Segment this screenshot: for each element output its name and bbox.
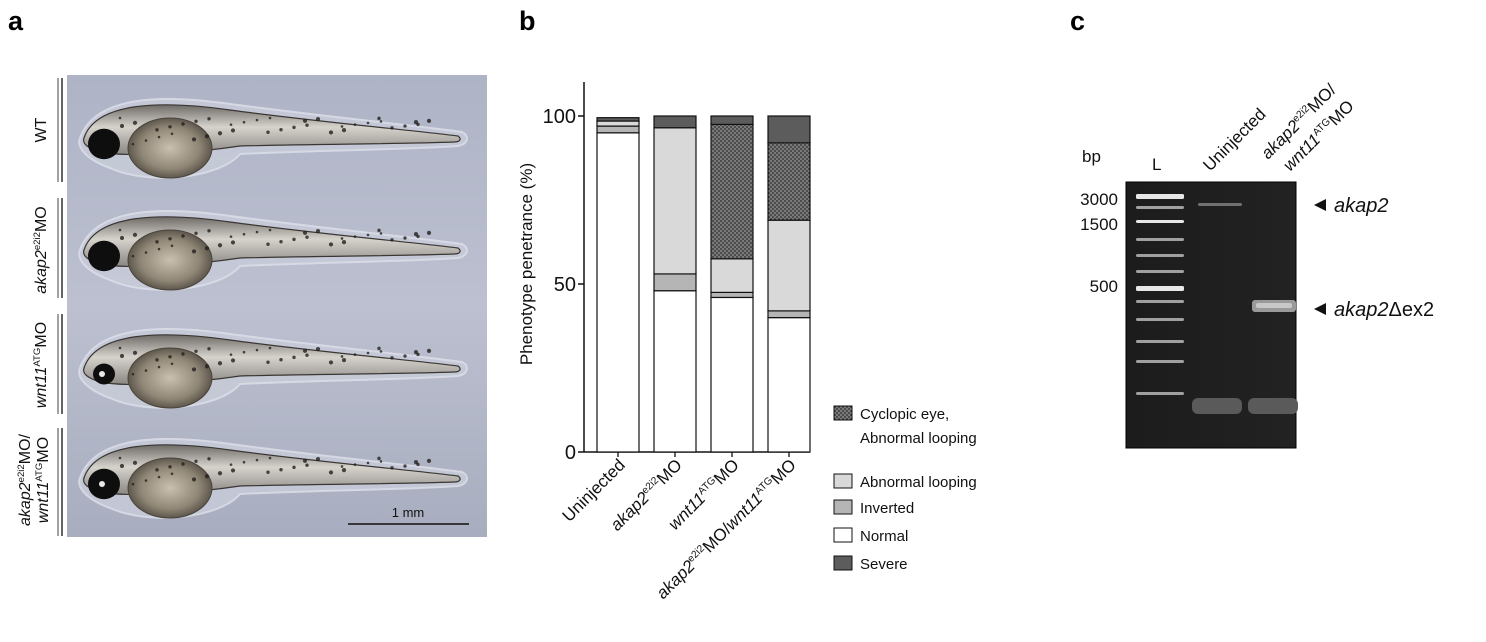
- primer-band: [1248, 398, 1298, 414]
- bar-segment-abnormal-looping: [653, 127, 697, 275]
- ladder-band: [1136, 194, 1184, 199]
- row-label: wnt11ATGMO: [32, 322, 50, 408]
- y-tick-label: 100: [543, 106, 576, 128]
- y-tick-label: 50: [554, 274, 576, 296]
- embryo: [78, 438, 468, 519]
- ladder-band: [1136, 238, 1184, 241]
- row-label: WT: [33, 117, 50, 142]
- legend-swatch: [833, 527, 853, 543]
- ladder-label: L: [1152, 155, 1161, 174]
- ladder-band: [1136, 392, 1184, 395]
- gel-panel: bp L30001500500Uninjectedakap2e2i2MO/wnt1…: [1080, 80, 1434, 449]
- band-label: akap2: [1334, 195, 1389, 217]
- legend-swatch: [833, 405, 853, 421]
- ladder-band: [1136, 206, 1184, 209]
- ladder-band: [1136, 254, 1184, 257]
- lane-label: Uninjected: [1199, 105, 1269, 175]
- bar-segment-severe: [767, 115, 811, 144]
- embryo: [78, 98, 468, 179]
- ladder-band: [1136, 270, 1184, 273]
- bar-segment-cyclopic-eye-abnormal-looping: [767, 142, 811, 221]
- ladder-band: [1136, 318, 1184, 321]
- band-label: akap2Δex2: [1334, 299, 1434, 321]
- bar-segment-severe: [710, 115, 754, 125]
- bar-segment-abnormal-looping: [767, 219, 811, 312]
- bar-segment-severe: [596, 117, 640, 122]
- ladder-band: [1136, 360, 1184, 363]
- legend-label: Abnormal looping: [860, 430, 977, 447]
- legend-label: Normal: [860, 528, 908, 545]
- bar-segment-normal: [767, 317, 811, 453]
- legend-label: Inverted: [860, 500, 914, 517]
- legend-swatch: [833, 499, 853, 515]
- panel-a-label: a: [8, 6, 24, 36]
- legend-label: Cyclopic eye,: [860, 406, 949, 423]
- bar-segment-inverted: [767, 310, 811, 319]
- legend-swatch: [833, 473, 853, 489]
- legend-label: Severe: [860, 556, 908, 573]
- bar-segment-normal: [653, 290, 697, 453]
- panel-c-label: c: [1070, 6, 1085, 36]
- ladder-band: [1136, 286, 1184, 291]
- y-axis-label: Phenotype penetrance (%): [517, 163, 536, 365]
- scale-bar-label: 1 mm: [392, 505, 425, 520]
- size-marker: 3000: [1080, 190, 1118, 209]
- y-tick-label: 0: [565, 442, 576, 464]
- embryo-image-panel: WTakap2e2i2MOwnt11ATGMOakap2e2i2MO/wnt11…: [16, 75, 487, 537]
- size-marker: 500: [1090, 277, 1118, 296]
- bar-segment-inverted: [710, 291, 754, 299]
- row-label: akap2e2i2MO: [32, 206, 50, 294]
- primer-band: [1192, 398, 1242, 414]
- bar-segment-inverted: [596, 125, 640, 134]
- bp-label: bp: [1082, 147, 1101, 166]
- size-marker: 1500: [1080, 215, 1118, 234]
- arrowhead-icon: [1314, 199, 1326, 211]
- row-label-line2: wnt11ATGMO: [34, 437, 52, 523]
- legend-label: Abnormal looping: [860, 474, 977, 491]
- embryo: [78, 210, 468, 291]
- ladder-band: [1136, 300, 1184, 303]
- ladder-band: [1136, 220, 1184, 223]
- arrowhead-icon: [1314, 303, 1326, 315]
- bar-segment-cyclopic-eye-abnormal-looping: [710, 123, 754, 260]
- legend-swatch: [833, 555, 853, 571]
- bar-segment-abnormal-looping: [596, 120, 640, 127]
- bar-segment-normal: [710, 296, 754, 453]
- panel-b-label: b: [519, 6, 536, 36]
- band-akap2: [1198, 203, 1242, 206]
- bar-segment-inverted: [653, 273, 697, 292]
- ladder-band: [1136, 340, 1184, 343]
- embryo: [78, 328, 468, 409]
- row-label: akap2e2i2MO/: [16, 433, 34, 526]
- bar-segment-normal: [596, 132, 640, 453]
- bar-segment-abnormal-looping: [710, 258, 754, 293]
- bar-segment-severe: [653, 115, 697, 129]
